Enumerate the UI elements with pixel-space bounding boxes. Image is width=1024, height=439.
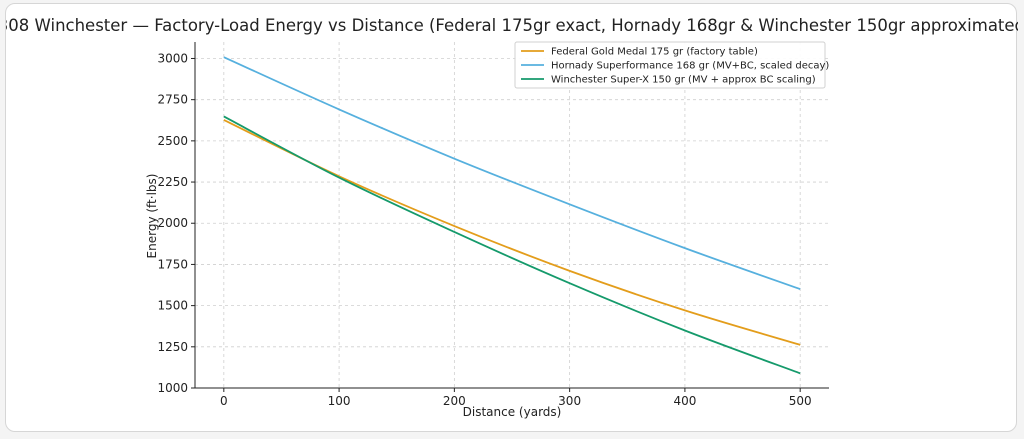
legend-label: Federal Gold Medal 175 gr (factory table…	[551, 47, 758, 58]
y-tick-label: 2000	[157, 216, 188, 230]
y-tick-label: 1250	[157, 340, 188, 354]
x-tick-label: 500	[789, 394, 812, 408]
x-axis-label: Distance (yards)	[463, 405, 562, 419]
x-tick-label: 200	[443, 394, 466, 408]
series-winchester-150-line	[223, 115, 801, 375]
axes	[194, 42, 829, 389]
series-lines	[223, 56, 801, 375]
y-tick-label: 2750	[157, 93, 188, 107]
y-ticks: 1000 1250 1500 1750 2000 2250 2500 2750 3000	[157, 51, 195, 395]
legend-label: Winchester Super-X 150 gr (MV + approx B…	[551, 75, 816, 86]
y-tick-label: 2250	[157, 175, 188, 189]
legend: Federal Gold Medal 175 gr (factory table…	[514, 41, 829, 89]
chart-svg: .308 Winchester — Factory-Load Energy vs…	[6, 16, 1018, 419]
y-tick-label: 3000	[157, 51, 188, 65]
x-tick-label: 100	[328, 394, 351, 408]
y-tick-label: 1500	[157, 299, 188, 313]
x-tick-label: 0	[220, 394, 228, 408]
chart-card: .308 Winchester — Factory-Load Energy vs…	[5, 3, 1018, 432]
x-ticks: 0 100 200 300 400 500	[220, 388, 812, 408]
series-federal-175-line	[223, 119, 801, 346]
y-tick-label: 1750	[157, 257, 188, 271]
y-tick-label: 1000	[157, 381, 188, 395]
y-tick-label: 2500	[157, 134, 188, 148]
chart-title: .308 Winchester — Factory-Load Energy vs…	[6, 16, 1018, 35]
legend-label: Hornady Superformance 168 gr (MV+BC, sca…	[551, 61, 829, 72]
grid	[195, 42, 829, 389]
x-tick-label: 400	[673, 394, 696, 408]
series-hornady-168-line	[223, 56, 801, 290]
legend-box	[514, 41, 826, 89]
y-axis-label: Energy (ft·lbs)	[145, 174, 159, 259]
x-tick-label: 300	[558, 394, 581, 408]
